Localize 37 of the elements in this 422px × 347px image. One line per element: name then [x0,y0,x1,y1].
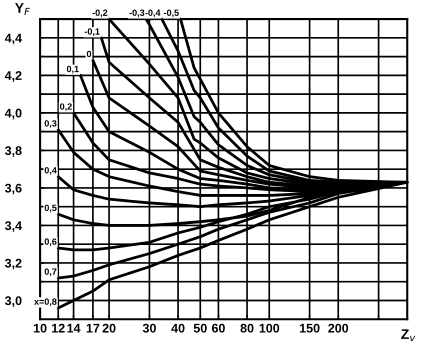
annotation: -0,4 [145,10,160,18]
annotation: 0,4 [44,167,57,175]
x-tick-label: 80 [240,324,254,333]
annotation: 0,1 [66,66,79,74]
x-tick-label: 50 [194,324,207,333]
x-tick-label: 17 [86,324,100,332]
annotation: -0,1 [84,28,100,36]
x-tick-label: 200 [328,324,348,333]
annotation: -0,5 [164,10,179,18]
x-tick-label: 60 [212,324,225,333]
y-axis-title: Y$_{F}$ [15,3,30,15]
y-tick-label: 4,0 [4,108,22,120]
annotation: x=0,8 [34,298,57,306]
annotation: -0,3 [129,10,144,18]
x-tick-label: 14 [67,324,80,332]
annotation: 0,6 [44,238,57,246]
x-tick-label: 20 [102,324,116,333]
x-tick-label: 30 [142,324,156,333]
y-tick-label: 3,2 [4,258,22,270]
annotation: 0,3 [44,120,57,128]
y-tick-label: 3,8 [4,146,22,157]
x-tick-label: 150 [300,324,320,333]
y-tick-label: 4,2 [4,71,22,82]
annotation: 0,5 [44,204,57,212]
x-tick-label: 100 [260,324,280,333]
x-tick-label: 40 [171,324,185,333]
annotation: 0,2 [60,103,72,112]
annotation: -0,2 [92,10,108,18]
x-tick-label: 12 [52,324,65,332]
y-tick-label: 3,0 [4,296,22,307]
annotation: 0 [86,50,92,58]
x-tick-label: 10 [34,324,47,333]
y-tick-label: 4,4 [4,34,22,44]
y-tick-label: 3,6 [4,184,22,194]
annotation: 0,7 [44,268,56,276]
y-tick-label: 3,4 [4,221,22,232]
x-axis-title: Z$_{v}$ [401,329,416,342]
